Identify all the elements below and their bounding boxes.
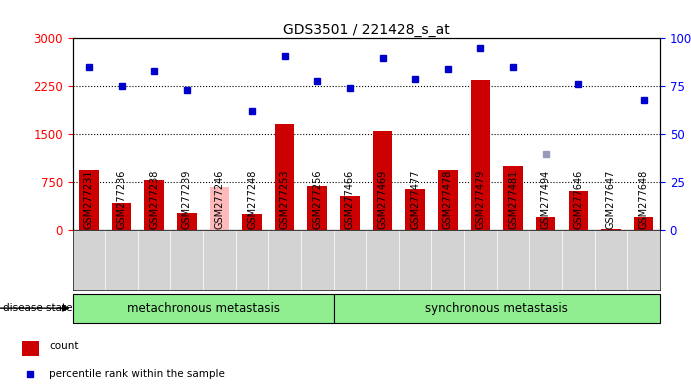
Bar xyxy=(73,294,334,323)
Bar xyxy=(536,217,556,230)
Bar xyxy=(334,294,660,323)
Bar xyxy=(634,217,654,230)
Bar xyxy=(144,180,164,230)
Bar xyxy=(307,186,327,230)
Bar xyxy=(406,189,425,230)
Text: disease state: disease state xyxy=(3,303,73,313)
Text: synchronous metastasis: synchronous metastasis xyxy=(426,302,568,314)
Bar xyxy=(275,124,294,230)
Bar xyxy=(209,187,229,230)
Bar xyxy=(177,213,196,230)
Bar xyxy=(372,131,392,230)
Bar xyxy=(471,80,490,230)
Bar xyxy=(243,214,262,230)
Text: metachronous metastasis: metachronous metastasis xyxy=(126,302,280,314)
Bar xyxy=(340,196,360,230)
Bar xyxy=(503,166,523,230)
Bar xyxy=(601,229,621,230)
Text: percentile rank within the sample: percentile rank within the sample xyxy=(49,369,225,379)
Bar xyxy=(79,170,99,230)
Bar xyxy=(22,341,39,356)
Bar xyxy=(569,191,588,230)
Bar xyxy=(438,170,457,230)
Title: GDS3501 / 221428_s_at: GDS3501 / 221428_s_at xyxy=(283,23,450,37)
Text: count: count xyxy=(49,341,79,351)
Bar xyxy=(112,203,131,230)
